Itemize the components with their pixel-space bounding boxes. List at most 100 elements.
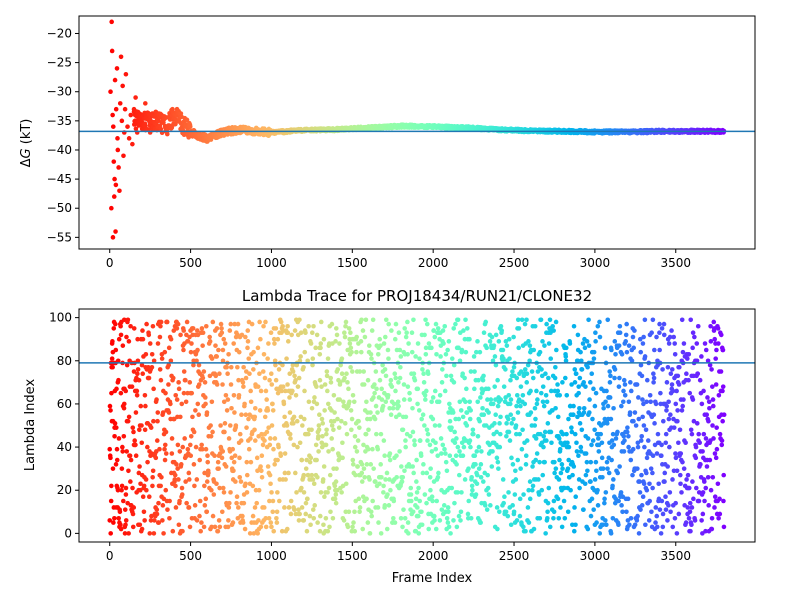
bottom-data-point	[294, 490, 299, 495]
bottom-data-point	[292, 507, 297, 512]
bottom-data-point	[243, 375, 249, 381]
bottom-data-point	[676, 382, 682, 387]
bottom-data-point	[671, 334, 677, 340]
bottom-data-point	[441, 341, 446, 346]
bottom-data-point	[413, 496, 419, 502]
bottom-data-point	[158, 319, 164, 325]
bottom-data-point	[392, 371, 398, 377]
bottom-data-point	[503, 509, 509, 515]
bottom-data-point	[265, 464, 271, 469]
bottom-data-point	[304, 528, 310, 534]
bottom-data-point	[597, 531, 603, 536]
bottom-data-point	[326, 341, 332, 346]
bottom-data-point	[150, 474, 155, 480]
bottom-data-point	[264, 397, 269, 402]
bottom-data-point	[108, 531, 113, 536]
bottom-data-point	[306, 399, 312, 405]
bottom-data-point	[669, 367, 675, 372]
bottom-data-point	[191, 429, 197, 435]
bottom-data-point	[386, 503, 392, 508]
bottom-data-point	[424, 321, 430, 327]
bottom-data-point	[569, 425, 574, 430]
bottom-data-point	[456, 345, 461, 351]
bottom-data-point	[410, 464, 416, 469]
bottom-data-point	[694, 341, 700, 346]
bottom-data-point	[539, 367, 544, 372]
bottom-data-point	[306, 431, 311, 437]
bottom-data-point	[595, 323, 601, 329]
bottom-data-point	[209, 487, 214, 493]
bottom-data-point	[137, 464, 142, 469]
bottom-data-point	[354, 449, 360, 454]
bottom-data-point	[472, 369, 477, 374]
bottom-data-point	[220, 382, 225, 387]
bottom-data-point	[543, 393, 549, 398]
bottom-data-point	[566, 457, 571, 463]
bottom-data-point	[474, 481, 480, 487]
bottom-data-point	[665, 464, 670, 469]
bottom-data-point	[142, 518, 147, 523]
bottom-ylabel: Lambda Index	[23, 379, 38, 472]
bottom-data-point	[314, 332, 320, 338]
bottom-data-point	[201, 524, 207, 530]
bottom-data-point	[517, 513, 523, 519]
bottom-data-point	[593, 390, 599, 396]
bottom-data-point	[624, 349, 630, 355]
bottom-data-point	[360, 328, 366, 333]
bottom-data-point	[282, 470, 288, 476]
bottom-data-point	[499, 328, 505, 333]
bottom-data-point	[197, 498, 203, 504]
bottom-data-point	[639, 503, 645, 508]
bottom-data-point	[699, 518, 704, 523]
bottom-data-point	[707, 362, 713, 368]
bottom-data-point	[126, 339, 132, 344]
bottom-data-point	[399, 464, 404, 469]
bottom-data-point	[259, 453, 265, 459]
bottom-data-point	[644, 399, 649, 405]
bottom-data-point	[676, 511, 682, 517]
bottom-data-point	[591, 349, 597, 355]
bottom-data-point	[141, 483, 147, 489]
bottom-data-point	[519, 317, 525, 323]
bottom-data-point	[411, 317, 416, 323]
bottom-data-point	[339, 356, 345, 361]
bottom-data-point	[595, 436, 601, 441]
bottom-data-point	[566, 444, 572, 450]
bottom-data-point	[510, 503, 515, 508]
bottom-data-point	[326, 485, 332, 491]
bottom-data-point	[296, 375, 302, 381]
top-data-point	[121, 153, 126, 159]
bottom-data-point	[461, 444, 467, 450]
bottom-data-point	[497, 421, 502, 426]
bottom-data-point	[536, 477, 541, 482]
bottom-data-point	[234, 500, 239, 506]
bottom-data-point	[140, 336, 146, 342]
bottom-data-point	[618, 490, 624, 495]
bottom-data-point	[673, 401, 679, 407]
bottom-data-point	[125, 418, 131, 424]
bottom-data-point	[196, 362, 202, 368]
bottom-data-point	[123, 522, 128, 528]
bottom-data-point	[267, 498, 272, 504]
bottom-data-point	[236, 349, 242, 355]
bottom-data-point	[224, 408, 230, 413]
bottom-data-point	[708, 323, 713, 329]
bottom-data-point	[226, 505, 232, 510]
bottom-data-point	[453, 321, 458, 327]
bottom-data-point	[310, 507, 316, 512]
bottom-data-point	[325, 528, 331, 534]
bottom-data-point	[417, 438, 423, 443]
bottom-data-point	[271, 336, 277, 342]
bottom-data-point	[337, 397, 343, 402]
bottom-data-point	[290, 369, 296, 374]
bottom-data-point	[710, 474, 716, 480]
bottom-data-point	[119, 483, 125, 489]
bottom-data-point	[337, 380, 343, 385]
bottom-data-point	[604, 388, 609, 394]
bottom-data-point	[623, 339, 628, 344]
bottom-data-point	[343, 509, 349, 515]
bottom-data-point	[129, 384, 135, 389]
bottom-data-point	[123, 518, 129, 523]
bottom-data-point	[433, 321, 439, 327]
bottom-data-point	[389, 384, 395, 389]
